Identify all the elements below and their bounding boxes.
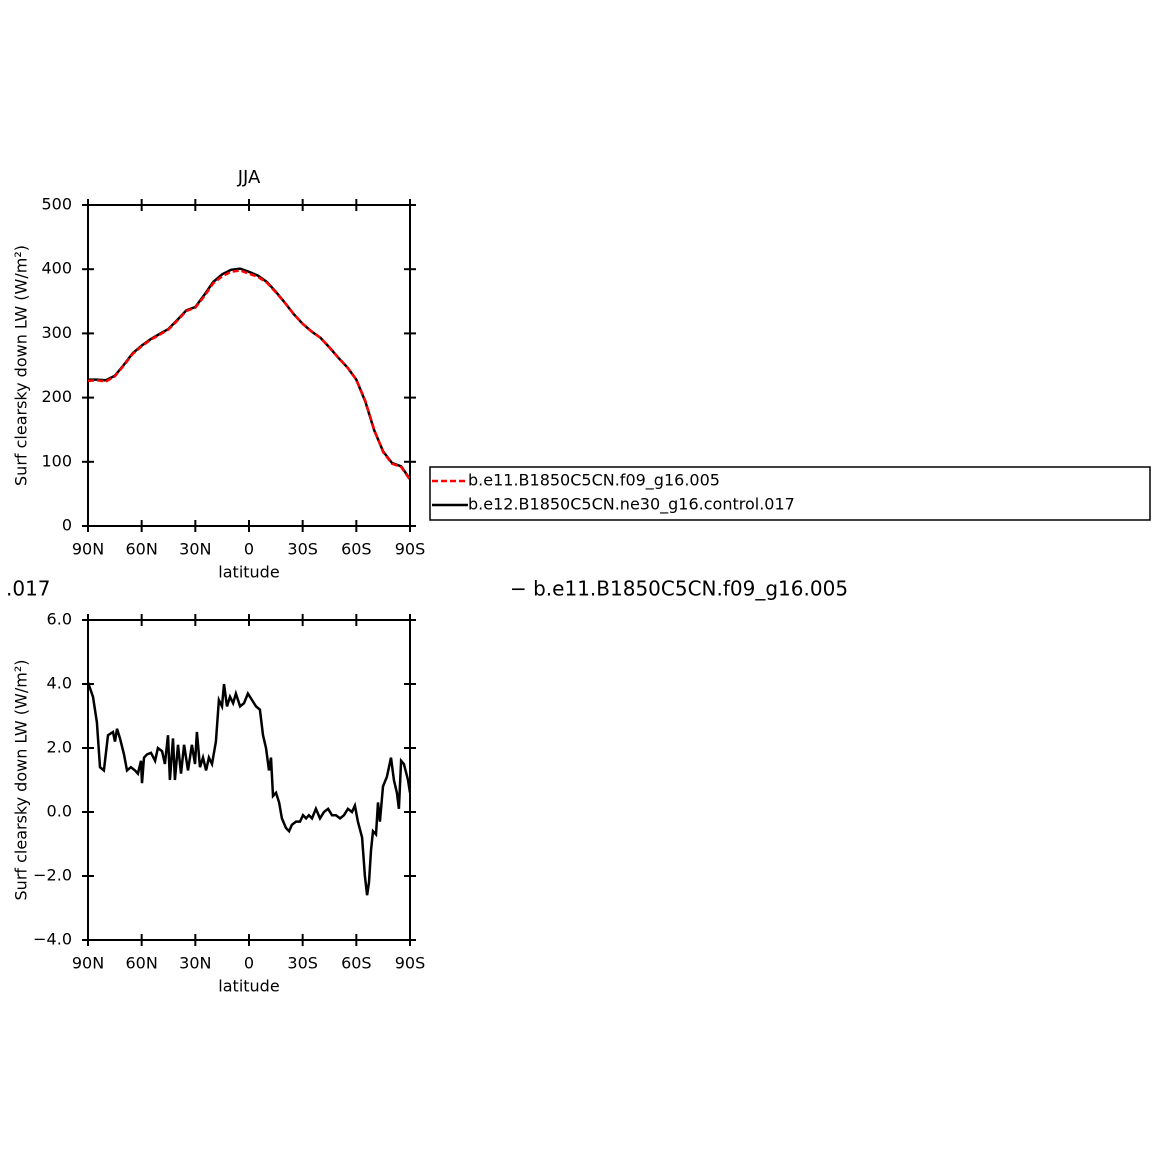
y-tick-label: 2.0: [47, 738, 72, 757]
legend-label: b.e11.B1850C5CN.f09_g16.005: [468, 471, 720, 491]
x-tick-label: 90N: [72, 540, 104, 559]
y-tick-label: 300: [41, 323, 72, 342]
data-line: [88, 681, 410, 896]
data-line: [88, 267, 410, 480]
y-axis-label: Surf clearsky down LW (W/m²): [12, 660, 31, 901]
y-tick-label: 400: [41, 259, 72, 278]
x-tick-label: 90N: [72, 954, 104, 973]
x-tick-label: 60N: [126, 540, 158, 559]
x-tick-label: 90S: [395, 540, 426, 559]
x-tick-label: 60N: [126, 954, 158, 973]
y-tick-label: 4.0: [47, 674, 72, 693]
x-tick-label: 90S: [395, 954, 426, 973]
x-tick-label: 0: [244, 954, 254, 973]
data-line: [88, 269, 410, 481]
x-tick-label: 60S: [341, 954, 372, 973]
y-tick-label: −4.0: [33, 930, 72, 949]
legend-box: [429, 466, 1151, 521]
x-tick-label: 30S: [287, 954, 318, 973]
y-tick-label: 500: [41, 195, 72, 214]
subtitle-left: .017: [6, 577, 51, 601]
x-tick-label: 30S: [287, 540, 318, 559]
x-axis-label: latitude: [218, 977, 279, 996]
y-tick-label: 100: [41, 451, 72, 470]
y-tick-label: 6.0: [47, 610, 72, 629]
x-axis-label: latitude: [218, 563, 279, 582]
chart-title: JJA: [237, 167, 261, 188]
x-tick-label: 30N: [179, 540, 211, 559]
subtitle: − b.e11.B1850C5CN.f09_g16.005: [510, 577, 848, 601]
y-tick-label: 0.0: [47, 802, 72, 821]
x-tick-label: 60S: [341, 540, 372, 559]
plot-frame: [87, 619, 411, 941]
y-tick-label: −2.0: [33, 866, 72, 885]
y-tick-label: 200: [41, 387, 72, 406]
x-tick-label: 30N: [179, 954, 211, 973]
y-tick-label: 0: [62, 516, 72, 535]
plot-frame: [87, 204, 411, 527]
legend-label: b.e12.B1850C5CN.ne30_g16.control.017: [468, 495, 795, 515]
x-tick-label: 0: [244, 540, 254, 559]
y-axis-label: Surf clearsky down LW (W/m²): [12, 245, 31, 486]
